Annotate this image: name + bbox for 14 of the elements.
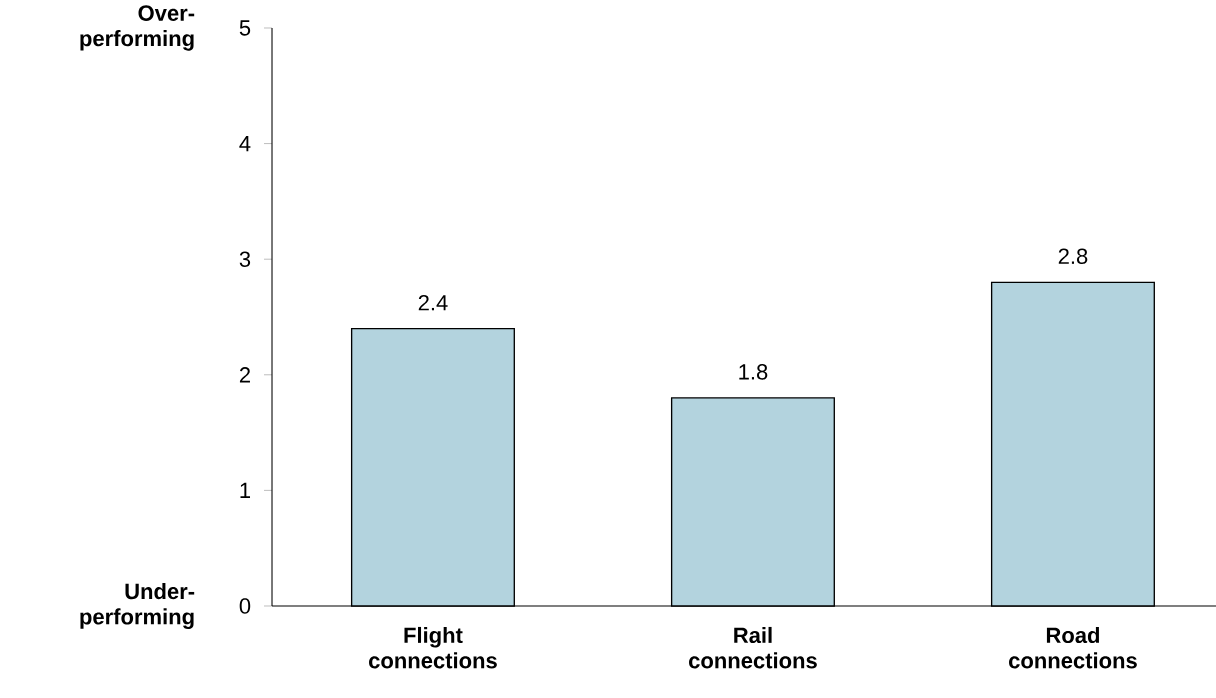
y-tick-label: 0 [239,598,251,614]
y-tick-label: 4 [239,136,251,152]
y-tick-label: 3 [239,251,251,267]
y-tick-label: 2 [239,367,250,383]
text: Under-performing [80,583,195,629]
text: Over-performing [80,5,195,51]
x-tick-label: Road connections [1009,626,1137,669]
y-tick-label: 1 [240,482,250,498]
y-tick-label: 5 [239,20,251,36]
data-label: 2.4 [418,294,448,311]
data-label: 1.8 [739,364,768,380]
x-tick-label: Rail connections [689,626,817,669]
data-label: 2.8 [1058,248,1088,265]
x-tick-label: Flight connections [369,626,497,669]
